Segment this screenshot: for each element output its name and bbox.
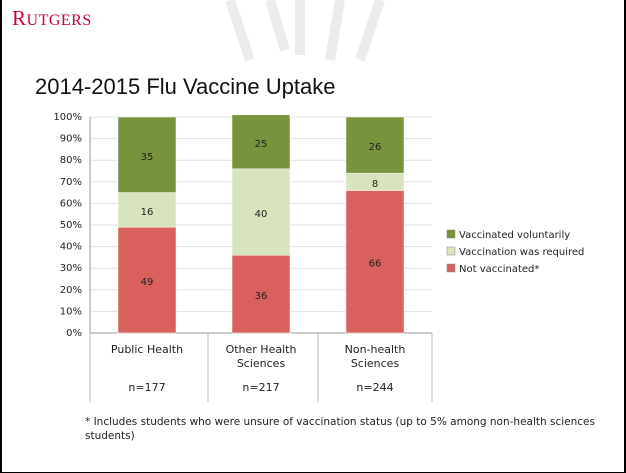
sample-size: n=217 — [242, 381, 280, 394]
sample-size: n=244 — [356, 381, 394, 394]
footnote: * Includes students who were unsure of v… — [85, 416, 595, 442]
data-label: 35 — [141, 152, 154, 163]
y-tick-label: 50% — [60, 220, 82, 231]
legend-swatch — [446, 263, 456, 273]
y-tick-label: 10% — [60, 306, 82, 317]
data-label: 36 — [255, 291, 268, 302]
legend-swatch — [446, 246, 456, 256]
data-label: 25 — [255, 139, 268, 150]
data-label: 66 — [369, 259, 382, 270]
data-label: 49 — [141, 277, 154, 288]
data-label: 8 — [372, 179, 378, 190]
y-tick-label: 20% — [60, 285, 82, 296]
x-tick-label: Public Health — [110, 343, 184, 356]
legend-label: Vaccination was required — [459, 247, 584, 258]
bar-segment — [345, 190, 405, 334]
bar-segment — [345, 116, 405, 174]
bar-segment — [117, 192, 177, 228]
bar-segment — [231, 168, 291, 256]
y-tick-label: 100% — [53, 112, 82, 123]
y-tick-label: 40% — [60, 242, 82, 253]
y-tick-label: 60% — [60, 198, 82, 209]
data-label: 16 — [141, 207, 154, 218]
y-tick-label: 70% — [60, 177, 82, 188]
legend-label: Vaccinated voluntarily — [459, 230, 570, 241]
x-tick-label: Other Health Sciences — [225, 343, 297, 370]
x-tick-label: Non-health Sciences — [344, 343, 406, 370]
legend-label: Not vaccinated* — [459, 264, 539, 275]
bar-segment — [231, 254, 291, 334]
legend-swatch — [446, 229, 456, 239]
bar-segment — [231, 114, 291, 170]
y-tick-label: 90% — [60, 134, 82, 145]
watermark — [225, 0, 385, 62]
brand: RUTGERS — [12, 6, 92, 30]
y-tick-label: 0% — [66, 328, 82, 339]
data-label: 26 — [369, 142, 382, 153]
category-cells — [89, 333, 433, 402]
watermark-lines — [225, 0, 385, 62]
y-tick-label: 80% — [60, 155, 82, 166]
data-label: 40 — [255, 209, 268, 220]
bar-segment — [117, 116, 177, 193]
chart-title: 2014-2015 Flu Vaccine Uptake — [35, 74, 336, 99]
bar-segment — [117, 226, 177, 334]
sample-size: n=177 — [128, 381, 166, 394]
y-tick-label: 30% — [60, 263, 82, 274]
plot: 0% 10% 20% 30% 40% 50% 60% 70% 80% 90% 100% 49 16 35 3… — [53, 112, 584, 339]
